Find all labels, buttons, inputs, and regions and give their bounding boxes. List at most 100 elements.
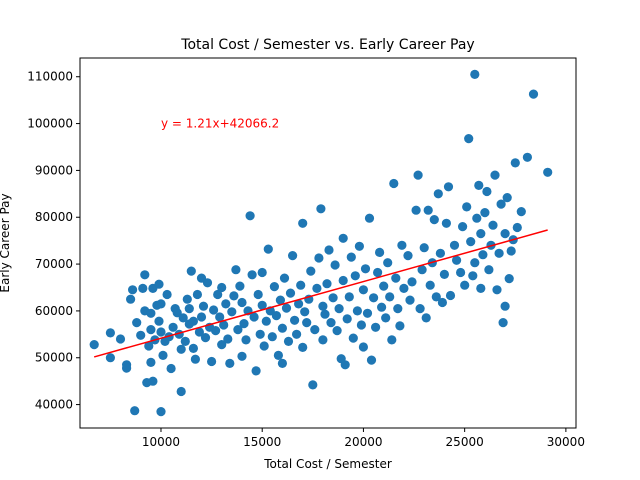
data-point-152 [385,292,395,302]
data-point-140 [360,264,371,274]
data-point-179 [443,182,454,192]
data-point-157 [395,321,405,331]
data-point-48 [192,289,202,300]
data-point-208 [500,229,510,239]
data-point-10 [136,330,146,340]
data-point-122 [328,293,338,303]
data-point-112 [310,325,320,335]
data-point-138 [358,342,368,352]
data-point-67 [227,307,237,317]
data-point-133 [348,333,358,343]
data-point-47 [190,354,200,364]
data-point-181 [449,240,460,250]
data-point-33 [168,322,178,332]
data-point-69 [231,265,241,275]
data-point-190 [470,69,480,79]
data-point-149 [379,281,389,291]
data-point-144 [369,293,379,303]
data-point-52 [198,301,209,311]
data-point-169 [423,205,433,215]
data-point-166 [417,265,427,275]
regression-line [93,229,548,358]
data-point-192 [472,213,482,223]
data-point-189 [468,271,478,281]
data-point-61 [217,282,227,293]
data-point-115 [316,204,326,214]
data-point-104 [296,280,306,290]
data-point-141 [362,308,373,318]
data-point-84 [257,267,267,278]
data-point-174 [433,189,443,199]
data-point-7 [128,285,138,295]
data-point-148 [377,302,387,312]
data-point-46 [188,343,198,353]
data-point-27 [156,299,166,309]
data-point-124 [332,326,342,336]
data-point-188 [466,237,476,247]
x-tick-label-30000: 30000 [547,435,585,449]
data-point-172 [429,215,439,225]
x-axis-label: Total Cost / Semester [263,457,392,471]
data-point-162 [407,277,417,287]
data-point-193 [474,180,484,190]
data-point-132 [346,252,356,262]
data-point-106 [298,342,308,352]
data-point-96 [279,273,290,283]
y-tick-label-110000: 110000 [27,70,73,84]
data-point-168 [421,313,431,323]
data-point-15 [144,341,154,351]
data-point-121 [326,318,336,328]
data-point-72 [237,351,247,361]
data-point-159 [399,283,409,293]
data-point-24 [154,279,164,289]
data-point-63 [219,320,229,330]
data-point-146 [373,267,383,278]
data-point-95 [277,358,287,368]
data-point-81 [253,289,263,300]
data-point-180 [445,290,456,301]
data-point-70 [233,325,243,335]
data-point-23 [154,316,164,326]
data-point-170 [425,280,435,290]
data-point-173 [431,292,441,302]
data-point-197 [480,208,490,218]
data-point-58 [211,326,221,336]
data-point-25 [156,407,166,417]
data-point-30 [162,289,172,300]
data-point-56 [207,356,217,367]
data-point-201 [488,220,498,230]
data-point-35 [172,308,182,318]
data-point-210 [504,274,514,284]
data-point-218 [543,167,553,177]
data-point-11 [138,283,148,293]
data-point-26 [156,327,166,337]
data-point-151 [383,258,393,268]
data-point-51 [196,312,207,322]
data-point-65 [223,334,233,344]
data-point-100 [288,251,298,261]
data-point-6 [126,294,136,304]
data-point-127 [338,275,348,286]
data-point-156 [393,304,403,314]
data-point-89 [267,332,277,342]
data-point-20 [148,376,158,386]
data-point-207 [500,301,510,311]
data-point-59 [213,289,223,300]
data-point-1 [105,328,115,338]
data-point-85 [259,341,269,351]
data-point-18 [146,357,156,367]
data-point-45 [188,316,198,326]
data-point-182 [452,255,462,265]
data-point-187 [464,134,474,144]
data-point-101 [290,315,300,325]
data-point-92 [273,350,283,360]
data-point-105 [298,218,308,228]
data-point-103 [294,299,304,309]
data-point-73 [237,297,247,308]
x-axis-ticks: 10000 15000 20000 25000 30000 [142,428,585,449]
data-point-66 [225,358,235,368]
chart-title: Total Cost / Semester vs. Early Career P… [180,37,474,53]
data-point-87 [263,244,273,254]
data-point-195 [476,283,486,293]
